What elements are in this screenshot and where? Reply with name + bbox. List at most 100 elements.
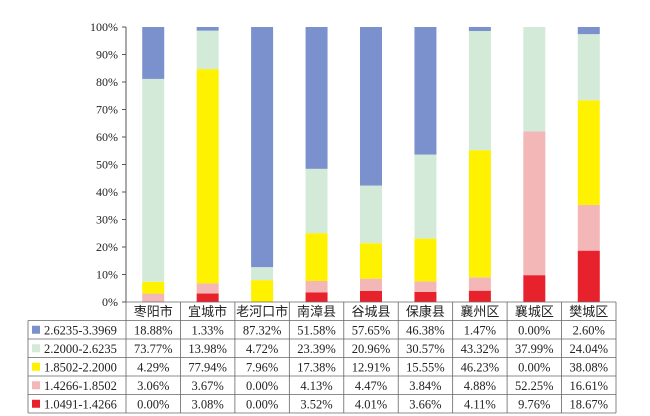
data-label: 12.91% — [352, 360, 391, 374]
data-label: 73.77% — [134, 342, 173, 356]
bar-segment — [142, 27, 165, 79]
data-label: 3.06% — [137, 379, 169, 393]
bar-segment — [414, 291, 437, 302]
category-label: 南漳县 — [297, 304, 336, 319]
category-label: 襄州区 — [460, 304, 499, 319]
y-tick-label: 100% — [90, 20, 118, 34]
data-label: 1.47% — [464, 323, 496, 337]
bar-segment — [523, 27, 546, 132]
y-tick-label: 20% — [96, 240, 118, 254]
data-label: 52.25% — [515, 379, 554, 393]
bar-segment — [360, 27, 382, 186]
data-label: 7.96% — [246, 360, 278, 374]
data-label: 3.67% — [192, 379, 224, 393]
bars — [142, 26, 600, 302]
data-label: 18.67% — [570, 397, 609, 411]
bar-segment — [414, 238, 437, 282]
bar-segment — [196, 30, 219, 70]
y-tick-label: 40% — [96, 185, 118, 199]
y-tick-label: 90% — [96, 48, 118, 62]
category-label: 宜城市 — [188, 304, 227, 319]
data-label: 16.61% — [570, 379, 609, 393]
data-label: 3.84% — [409, 379, 441, 393]
data-label: 4.72% — [246, 342, 278, 356]
y-tick-label: 60% — [96, 130, 118, 144]
bar-segment — [360, 185, 382, 244]
data-label: 57.65% — [352, 323, 391, 337]
legend-label: 1.8502-2.2000 — [44, 360, 117, 374]
bar-segment — [142, 293, 165, 302]
bar-segment — [142, 281, 165, 294]
data-label: 1.33% — [192, 323, 224, 337]
legend-label: 2.2000-2.6235 — [44, 342, 117, 356]
bar-segment — [251, 27, 274, 268]
y-tick-label: 10% — [96, 268, 118, 282]
category-label: 老河口市 — [236, 304, 288, 319]
bar-segment — [305, 292, 328, 302]
data-label: 38.08% — [570, 360, 609, 374]
bar-segment — [251, 267, 274, 281]
bar-segment — [305, 233, 328, 281]
bar-segment — [577, 100, 600, 205]
bar-segment — [414, 154, 437, 239]
legend-label: 2.6235-3.3969 — [44, 323, 117, 337]
category-label: 保康县 — [406, 304, 445, 319]
bar-segment — [305, 168, 328, 234]
data-label: 13.98% — [188, 342, 227, 356]
bar-segment — [468, 31, 491, 151]
data-table: 枣阳市 宜城市 老河口市 南漳县 谷城县 保康县 襄州区 襄城区 樊城区 2.6235-3.396… — [27, 301, 617, 414]
legend-swatch — [32, 362, 40, 371]
bar-segment — [360, 290, 382, 302]
bar-segment — [577, 204, 600, 251]
legend-swatch — [32, 399, 40, 408]
legend-label: 1.0491-1.4266 — [44, 397, 117, 411]
data-label: 23.39% — [297, 342, 336, 356]
bar-segment — [360, 278, 382, 291]
category-label: 襄城区 — [515, 304, 554, 319]
bar-segment — [468, 290, 491, 302]
data-label: 37.99% — [515, 342, 554, 356]
bar-segment — [468, 277, 491, 291]
bar-segment — [468, 150, 491, 278]
bar-segment — [523, 131, 546, 276]
data-label: 46.23% — [461, 360, 500, 374]
bar-segment — [305, 280, 328, 293]
bar-segment — [577, 34, 600, 101]
data-label: 15.55% — [406, 360, 445, 374]
data-label: 4.47% — [355, 379, 387, 393]
data-label: 4.88% — [464, 379, 496, 393]
data-label: 4.11% — [464, 397, 496, 411]
bar-segment — [196, 69, 219, 284]
data-label: 0.00% — [518, 323, 550, 337]
data-label: 0.00% — [137, 397, 169, 411]
bar-segment — [414, 281, 437, 292]
data-label: 20.96% — [352, 342, 391, 356]
data-label: 30.57% — [406, 342, 445, 356]
legend-swatch — [32, 325, 40, 334]
data-label: 0.00% — [246, 379, 278, 393]
bar-segment — [360, 243, 382, 279]
legend-swatch — [32, 381, 40, 390]
bar-segment — [523, 275, 546, 302]
category-label: 枣阳市 — [134, 304, 173, 319]
bar-segment — [577, 27, 600, 35]
bar-segment — [305, 27, 328, 169]
data-label: 51.58% — [297, 323, 336, 337]
data-label: 3.66% — [409, 397, 441, 411]
y-tick-label: 30% — [96, 213, 118, 227]
y-tick-label: 70% — [96, 103, 118, 117]
legend-swatch — [32, 344, 40, 353]
bar-segment — [196, 27, 219, 31]
y-axis: 0% 10% 20% 30% 40% 50% 60% 70% 80% 90% 100% — [90, 20, 127, 309]
bar-segment — [142, 78, 165, 282]
data-label: 0.00% — [246, 397, 278, 411]
data-label: 4.29% — [137, 360, 169, 374]
bar-segment — [468, 26, 491, 32]
data-label: 4.01% — [355, 397, 387, 411]
data-label: 46.38% — [406, 323, 445, 337]
data-label: 17.38% — [297, 360, 336, 374]
data-label: 24.04% — [570, 342, 609, 356]
data-label: 3.52% — [300, 397, 332, 411]
data-label: 18.88% — [134, 323, 173, 337]
